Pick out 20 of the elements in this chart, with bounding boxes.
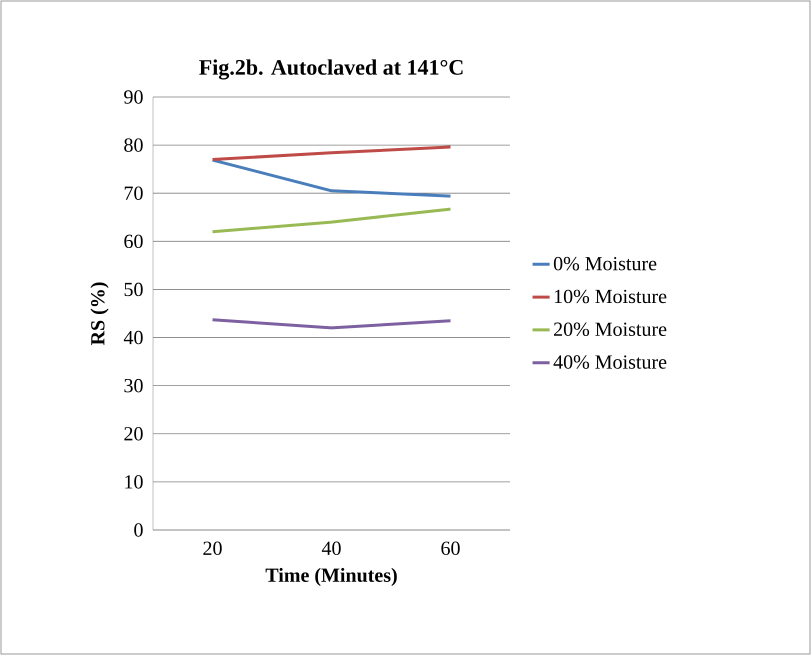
y-axis-title: RS (%) [90, 282, 109, 346]
y-tick-label: 0 [134, 523, 143, 537]
x-tick-label: 20 [203, 542, 222, 556]
x-tick-label: 60 [441, 542, 460, 556]
legend-label: 20% Moisture [554, 322, 666, 336]
y-tick-label: 70 [124, 186, 143, 200]
y-tick-label: 50 [124, 282, 143, 296]
y-tick-label: 60 [124, 234, 143, 248]
legend-label: 10% Moisture [554, 290, 666, 304]
y-tick-label: 10 [125, 475, 143, 489]
chart-title: Fig.2b. Autoclaved at 141°C [199, 59, 463, 80]
y-tick-label: 40 [124, 330, 143, 344]
legend-label: 0% Moisture [554, 256, 656, 270]
y-tick-label: 80 [124, 138, 143, 152]
x-tick-label: 40 [322, 542, 341, 556]
legend-label: 40% Moisture [554, 355, 666, 369]
y-tick-label: 90 [124, 90, 143, 104]
y-tick-label: 20 [124, 427, 143, 441]
x-axis-title: Time (Minutes) [266, 568, 397, 586]
y-tick-label: 30 [124, 378, 143, 392]
